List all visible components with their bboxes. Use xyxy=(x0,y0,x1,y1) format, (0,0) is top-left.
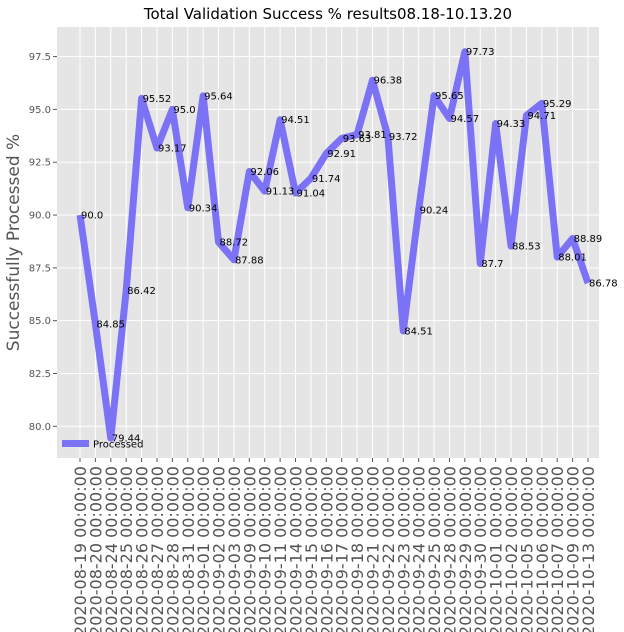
x-tick-label: 2020-08-24 00:00:00 xyxy=(102,466,121,632)
x-tick-label: 2020-09-01 00:00:00 xyxy=(194,466,213,632)
data-label: 86.78 xyxy=(589,279,618,290)
x-tick-label: 2020-09-15 00:00:00 xyxy=(302,466,321,632)
data-label: 90.34 xyxy=(189,203,218,214)
data-label: 84.51 xyxy=(404,327,433,338)
data-label: 95.65 xyxy=(435,91,464,102)
x-tick-label: 2020-10-05 00:00:00 xyxy=(517,466,536,632)
data-label: 93.81 xyxy=(358,130,387,141)
x-tick-label: 2020-10-06 00:00:00 xyxy=(533,466,552,632)
chart-title: Total Validation Success % results08.18-… xyxy=(143,5,512,23)
data-labels: 90.0 84.85 79.44 86.42 95.52 93.17 95.0 90.34 95… xyxy=(81,47,618,444)
x-tick-label: 2020-09-03 00:00:00 xyxy=(225,466,244,632)
data-label: 90.24 xyxy=(420,205,449,216)
x-tick-label: 2020-09-14 00:00:00 xyxy=(287,466,306,632)
x-tick-label: 2020-09-02 00:00:00 xyxy=(210,466,229,632)
data-label: 96.38 xyxy=(373,76,402,87)
data-label: 88.01 xyxy=(558,253,587,264)
x-tick-label: 2020-08-20 00:00:00 xyxy=(86,466,105,632)
data-label: 91.13 xyxy=(266,187,295,198)
x-tick-label: 2020-08-31 00:00:00 xyxy=(179,466,198,632)
x-tick-label: 2020-09-17 00:00:00 xyxy=(333,466,352,632)
x-tick-label: 2020-08-28 00:00:00 xyxy=(163,466,182,632)
gridlines xyxy=(57,27,599,458)
data-label: 92.06 xyxy=(250,167,279,178)
data-label: 87.88 xyxy=(235,255,264,266)
y-tick-label: 85.0 xyxy=(29,316,51,327)
x-tick-label: 2020-09-21 00:00:00 xyxy=(363,466,382,632)
x-tick-label: 2020-09-10 00:00:00 xyxy=(256,466,275,632)
data-label: 93.72 xyxy=(389,132,418,143)
data-label: 95.0 xyxy=(173,105,195,116)
data-label: 91.04 xyxy=(297,189,326,200)
legend-swatch-processed xyxy=(62,440,89,447)
x-tick-label: 2020-09-18 00:00:00 xyxy=(348,466,367,632)
x-tick-label: 2020-09-22 00:00:00 xyxy=(379,466,398,632)
x-tick-label: 2020-09-25 00:00:00 xyxy=(425,466,444,632)
data-label: 95.52 xyxy=(143,94,172,105)
x-tick-label: 2020-09-16 00:00:00 xyxy=(317,466,336,632)
y-tick-label: 90.0 xyxy=(29,211,51,222)
data-label: 86.42 xyxy=(127,286,156,297)
y-tick-label: 80.0 xyxy=(29,422,51,433)
x-tick-label: 2020-09-23 00:00:00 xyxy=(394,466,413,632)
data-label: 94.57 xyxy=(450,114,479,125)
y-tick-label: 97.5 xyxy=(29,52,51,63)
x-tick-label: 2020-09-29 00:00:00 xyxy=(456,466,475,632)
data-label: 90.0 xyxy=(81,211,103,222)
x-tick-label: 2020-10-09 00:00:00 xyxy=(564,466,583,632)
y-tick-label: 82.5 xyxy=(29,369,51,380)
legend-label-processed: Processed xyxy=(93,440,143,451)
y-tick-label: 92.5 xyxy=(29,158,51,169)
data-label: 94.51 xyxy=(281,115,310,126)
y-axis-ticks: 80.0 82.5 85.0 87.5 90.0 92.5 95.0 97.5 xyxy=(29,52,57,433)
data-label: 95.64 xyxy=(204,91,233,102)
y-tick-label: 87.5 xyxy=(29,263,51,274)
data-label: 97.73 xyxy=(466,47,495,58)
x-tick-label: 2020-09-30 00:00:00 xyxy=(471,466,490,632)
data-label: 88.72 xyxy=(220,238,249,249)
series-processed xyxy=(76,48,592,442)
series-line xyxy=(76,48,592,442)
legend: Processed xyxy=(62,440,143,451)
y-axis-label: Successfully Processed % xyxy=(4,134,24,351)
x-tick-label: 2020-08-19 00:00:00 xyxy=(71,466,90,632)
x-tick-label: 2020-08-26 00:00:00 xyxy=(133,466,152,632)
data-label: 94.71 xyxy=(527,111,556,122)
x-tick-label: 2020-08-25 00:00:00 xyxy=(117,466,136,632)
x-tick-label: 2020-10-01 00:00:00 xyxy=(487,466,506,632)
data-label: 87.7 xyxy=(481,259,503,270)
data-label: 93.63 xyxy=(343,134,372,145)
data-label: 91.74 xyxy=(312,174,341,185)
data-label: 88.53 xyxy=(512,242,541,253)
x-tick-label: 2020-09-09 00:00:00 xyxy=(240,466,259,632)
x-tick-label: 2020-08-27 00:00:00 xyxy=(148,466,167,632)
x-tick-label: 2020-10-07 00:00:00 xyxy=(548,466,567,632)
x-tick-label: 2020-09-24 00:00:00 xyxy=(410,466,429,632)
x-tick-label: 2020-10-02 00:00:00 xyxy=(502,466,521,632)
y-tick-label: 95.0 xyxy=(29,105,51,116)
data-label: 95.29 xyxy=(543,99,572,110)
data-label: 94.33 xyxy=(497,119,526,130)
data-label: 79.44 xyxy=(112,434,141,445)
data-label: 88.89 xyxy=(574,234,603,245)
x-tick-label: 2020-09-11 00:00:00 xyxy=(271,466,290,632)
x-tick-label: 2020-09-28 00:00:00 xyxy=(440,466,459,632)
data-label: 92.91 xyxy=(327,149,356,160)
x-tick-label: 2020-10-13 00:00:00 xyxy=(579,466,598,632)
data-label: 93.17 xyxy=(158,144,187,155)
data-label: 84.85 xyxy=(96,319,125,330)
